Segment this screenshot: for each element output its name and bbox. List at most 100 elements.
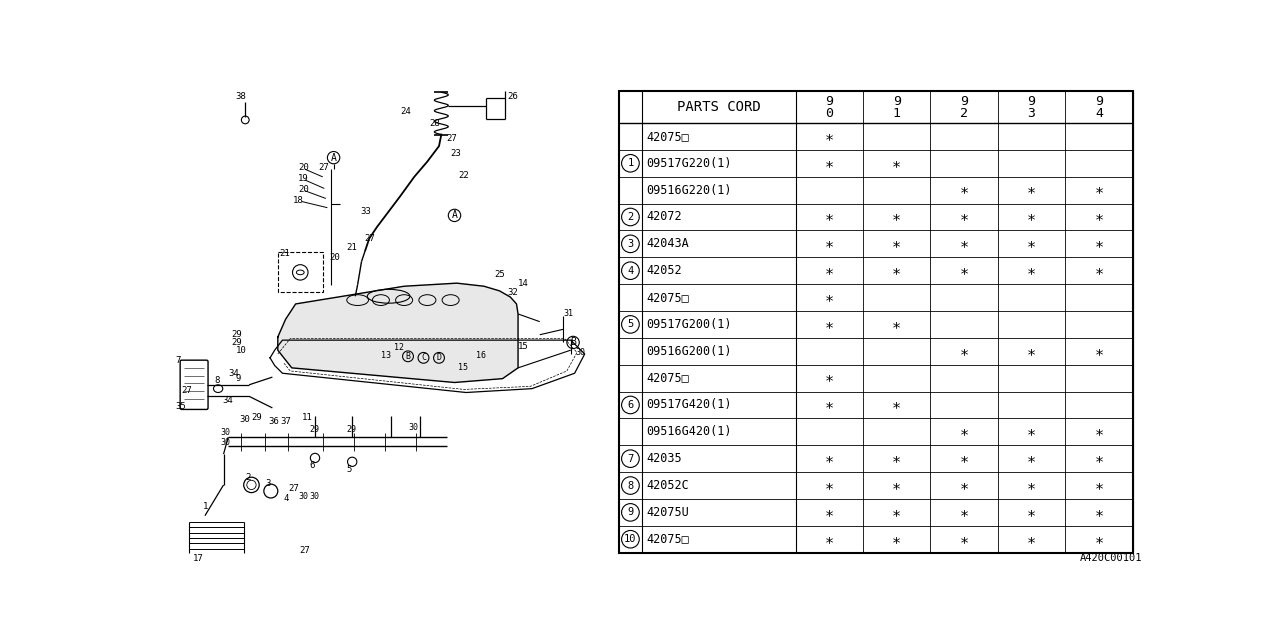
Text: 21: 21 [279,250,291,259]
Text: ∗: ∗ [824,371,833,386]
Text: ∗: ∗ [1094,344,1103,359]
Text: ∗: ∗ [1094,236,1103,252]
Text: B: B [570,337,576,348]
Text: 6: 6 [310,461,315,470]
Text: 27: 27 [319,163,329,172]
Text: 25: 25 [495,270,506,279]
Text: ∗: ∗ [960,236,969,252]
Text: D: D [436,353,442,362]
Text: 42052C: 42052C [646,479,689,492]
Text: 30: 30 [239,415,251,424]
Text: 13: 13 [381,351,390,360]
Text: 7: 7 [175,356,180,365]
Text: 3: 3 [627,239,634,249]
Text: 2: 2 [627,212,634,222]
Text: ∗: ∗ [824,478,833,493]
Text: 2: 2 [246,473,251,482]
Text: ∗: ∗ [1027,209,1036,225]
Text: 27: 27 [300,546,310,555]
Text: 29: 29 [232,330,242,339]
Text: ∗: ∗ [824,156,833,171]
Text: ∗: ∗ [1094,424,1103,439]
Polygon shape [278,283,518,383]
Text: 9: 9 [892,95,901,108]
Text: ∗: ∗ [1027,505,1036,520]
Text: C: C [421,353,426,362]
Text: 11: 11 [302,413,312,422]
Text: 3: 3 [265,479,271,488]
Text: ∗: ∗ [960,478,969,493]
Text: 20: 20 [329,253,339,262]
Text: ∗: ∗ [892,156,901,171]
Text: 30: 30 [298,492,308,501]
Text: 8: 8 [627,481,634,490]
Text: 8: 8 [214,376,220,385]
Bar [278,252,323,292]
Text: 09517G420(1): 09517G420(1) [646,399,731,412]
Text: 9: 9 [1094,95,1103,108]
Text: PARTS CORD: PARTS CORD [677,100,760,114]
Text: 6: 6 [627,400,634,410]
Text: ∗: ∗ [1027,344,1036,359]
Text: 27: 27 [447,134,457,143]
Text: 2: 2 [960,107,968,120]
Text: 29: 29 [347,425,357,434]
Text: 27: 27 [288,484,298,493]
Text: 42075U: 42075U [646,506,689,519]
Text: 30: 30 [220,428,230,437]
Text: 09517G200(1): 09517G200(1) [646,318,731,331]
Text: 42075□: 42075□ [646,372,689,385]
Text: ∗: ∗ [1027,182,1036,198]
Text: 5: 5 [347,465,352,474]
Text: ∗: ∗ [1094,478,1103,493]
Text: 09516G200(1): 09516G200(1) [646,345,731,358]
Text: ∗: ∗ [824,290,833,305]
Text: 42075□: 42075□ [646,130,689,143]
Text: ∗: ∗ [1094,263,1103,278]
Text: ∗: ∗ [1094,451,1103,466]
Text: 9: 9 [1028,95,1036,108]
Text: ∗: ∗ [1094,182,1103,198]
Text: 29: 29 [251,413,262,422]
Text: A420C00101: A420C00101 [1080,554,1143,563]
Text: ∗: ∗ [892,397,901,412]
Text: ∗: ∗ [1027,478,1036,493]
Text: ∗: ∗ [824,317,833,332]
Text: ∗: ∗ [1094,209,1103,225]
Text: 15: 15 [458,364,468,372]
Text: 1: 1 [202,502,207,511]
Text: 34: 34 [221,396,233,404]
Text: 27: 27 [180,387,192,396]
Text: 4: 4 [1094,107,1103,120]
Text: ∗: ∗ [824,236,833,252]
Text: 4: 4 [627,266,634,276]
Text: 26: 26 [507,92,518,100]
Text: ∗: ∗ [1027,532,1036,547]
Text: 3: 3 [1028,107,1036,120]
Text: ∗: ∗ [892,209,901,225]
Text: 9: 9 [826,95,833,108]
Text: 09516G420(1): 09516G420(1) [646,426,731,438]
Text: ∗: ∗ [960,424,969,439]
Text: 30: 30 [220,438,230,447]
Text: 7: 7 [627,454,634,463]
Text: ∗: ∗ [1094,532,1103,547]
Text: ∗: ∗ [1027,424,1036,439]
Text: 14: 14 [518,278,529,287]
Text: 30: 30 [576,348,585,357]
Text: 42043A: 42043A [646,237,689,250]
Text: 35: 35 [175,402,187,411]
Text: ∗: ∗ [824,451,833,466]
Text: ∗: ∗ [824,263,833,278]
Text: ∗: ∗ [892,532,901,547]
Text: 9: 9 [960,95,968,108]
Text: 34: 34 [228,369,239,378]
Text: 32: 32 [507,288,518,297]
Text: 29: 29 [232,338,242,347]
Text: ∗: ∗ [824,209,833,225]
Text: 1: 1 [627,158,634,168]
Text: ∗: ∗ [892,236,901,252]
Text: 23: 23 [451,149,461,158]
Text: ∗: ∗ [960,182,969,198]
Text: 4: 4 [284,494,289,503]
